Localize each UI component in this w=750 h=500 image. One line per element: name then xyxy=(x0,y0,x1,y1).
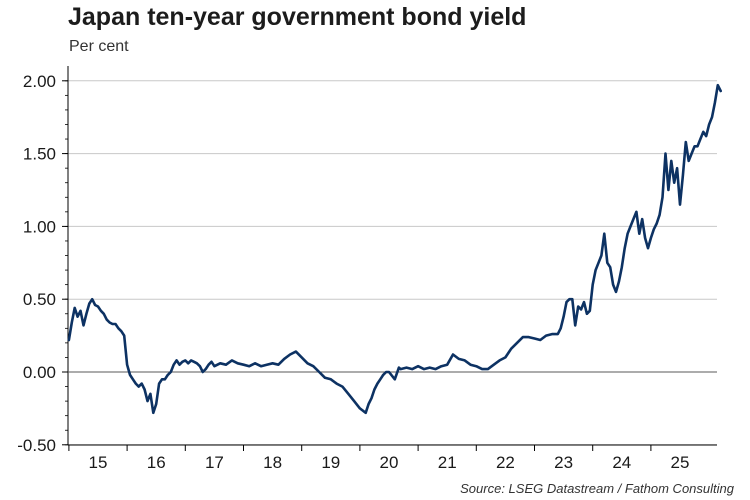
y-tick-label: 1.50 xyxy=(23,145,56,164)
y-tick-label: -0.50 xyxy=(17,436,56,455)
chart-title: Japan ten-year government bond yield xyxy=(68,3,527,31)
y-tick-label: 1.00 xyxy=(23,217,56,236)
y-tick-label: 2.00 xyxy=(23,72,56,91)
x-tick-label: 24 xyxy=(612,453,631,472)
x-tick-label: 20 xyxy=(380,453,399,472)
x-tick-label: 21 xyxy=(438,453,457,472)
y-tick-label: 0.00 xyxy=(23,363,56,382)
axes xyxy=(62,66,717,451)
x-tick-label: 18 xyxy=(263,453,282,472)
series-line xyxy=(67,83,722,415)
unit-label: Per cent xyxy=(69,38,129,55)
x-tick-label: 22 xyxy=(496,453,515,472)
gridlines xyxy=(68,80,717,446)
x-tick-label: 25 xyxy=(671,453,690,472)
x-tick-label: 15 xyxy=(89,453,108,472)
x-tick-label: 19 xyxy=(321,453,340,472)
y-axis-tick-labels: -0.50 0.00 0.50 1.00 1.50 2.00 xyxy=(17,72,56,455)
x-axis-tick-labels: 15 16 17 18 19 20 21 22 23 24 25 xyxy=(89,453,690,472)
x-tick-label: 17 xyxy=(205,453,224,472)
x-tick-label: 23 xyxy=(554,453,573,472)
source-note: Source: LSEG Datastream / Fathom Consult… xyxy=(460,481,734,496)
y-tick-label: 0.50 xyxy=(23,290,56,309)
series-layer xyxy=(67,83,722,415)
x-tick-label: 16 xyxy=(147,453,166,472)
